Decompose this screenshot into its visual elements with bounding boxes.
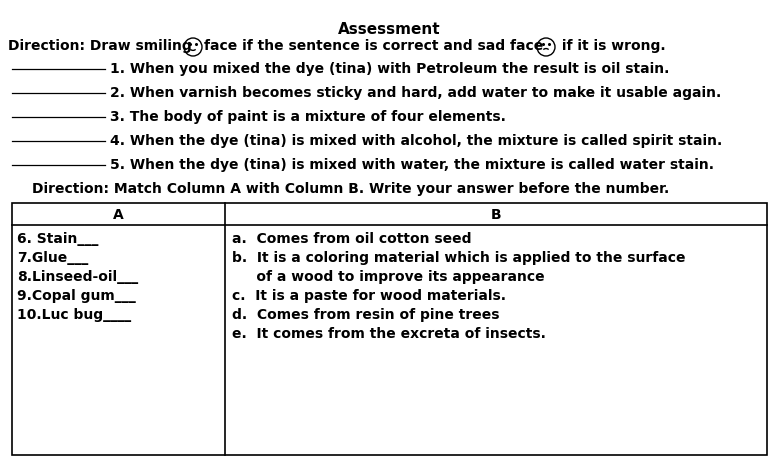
Text: 5. When the dye (tina) is mixed with water, the mixture is called water stain.: 5. When the dye (tina) is mixed with wat…: [110, 158, 714, 172]
Text: of a wood to improve its appearance: of a wood to improve its appearance: [232, 269, 545, 283]
Text: 3. The body of paint is a mixture of four elements.: 3. The body of paint is a mixture of fou…: [110, 110, 506, 124]
Text: d.  Comes from resin of pine trees: d. Comes from resin of pine trees: [232, 307, 499, 321]
Text: 1. When you mixed the dye (tina) with Petroleum the result is oil stain.: 1. When you mixed the dye (tina) with Pe…: [110, 62, 669, 76]
Text: c.  It is a paste for wood materials.: c. It is a paste for wood materials.: [232, 288, 506, 302]
Text: 6. Stain___: 6. Stain___: [17, 232, 98, 245]
Text: 2. When varnish becomes sticky and hard, add water to make it usable again.: 2. When varnish becomes sticky and hard,…: [110, 86, 721, 100]
Text: Direction: Match Column A with Column B. Write your answer before the number.: Direction: Match Column A with Column B.…: [32, 181, 669, 195]
Text: e.  It comes from the excreta of insects.: e. It comes from the excreta of insects.: [232, 326, 546, 340]
Text: b.  It is a coloring material which is applied to the surface: b. It is a coloring material which is ap…: [232, 250, 686, 264]
Text: 7.Glue___: 7.Glue___: [17, 250, 88, 264]
Text: B: B: [491, 207, 502, 221]
Text: 9.Copal gum___: 9.Copal gum___: [17, 288, 136, 302]
Text: if it is wrong.: if it is wrong.: [557, 39, 665, 53]
Text: A: A: [113, 207, 124, 221]
Text: a.  Comes from oil cotton seed: a. Comes from oil cotton seed: [232, 232, 471, 245]
Text: 10.Luc bug____: 10.Luc bug____: [17, 307, 131, 321]
Text: Assessment: Assessment: [338, 22, 441, 37]
Text: 8.Linseed-oil___: 8.Linseed-oil___: [17, 269, 138, 283]
Bar: [12, 204, 767, 455]
Text: 4. When the dye (tina) is mixed with alcohol, the mixture is called spirit stain: 4. When the dye (tina) is mixed with alc…: [110, 134, 722, 148]
Text: face if the sentence is correct and sad face: face if the sentence is correct and sad …: [204, 39, 548, 53]
Text: Direction: Draw smiling: Direction: Draw smiling: [8, 39, 196, 53]
